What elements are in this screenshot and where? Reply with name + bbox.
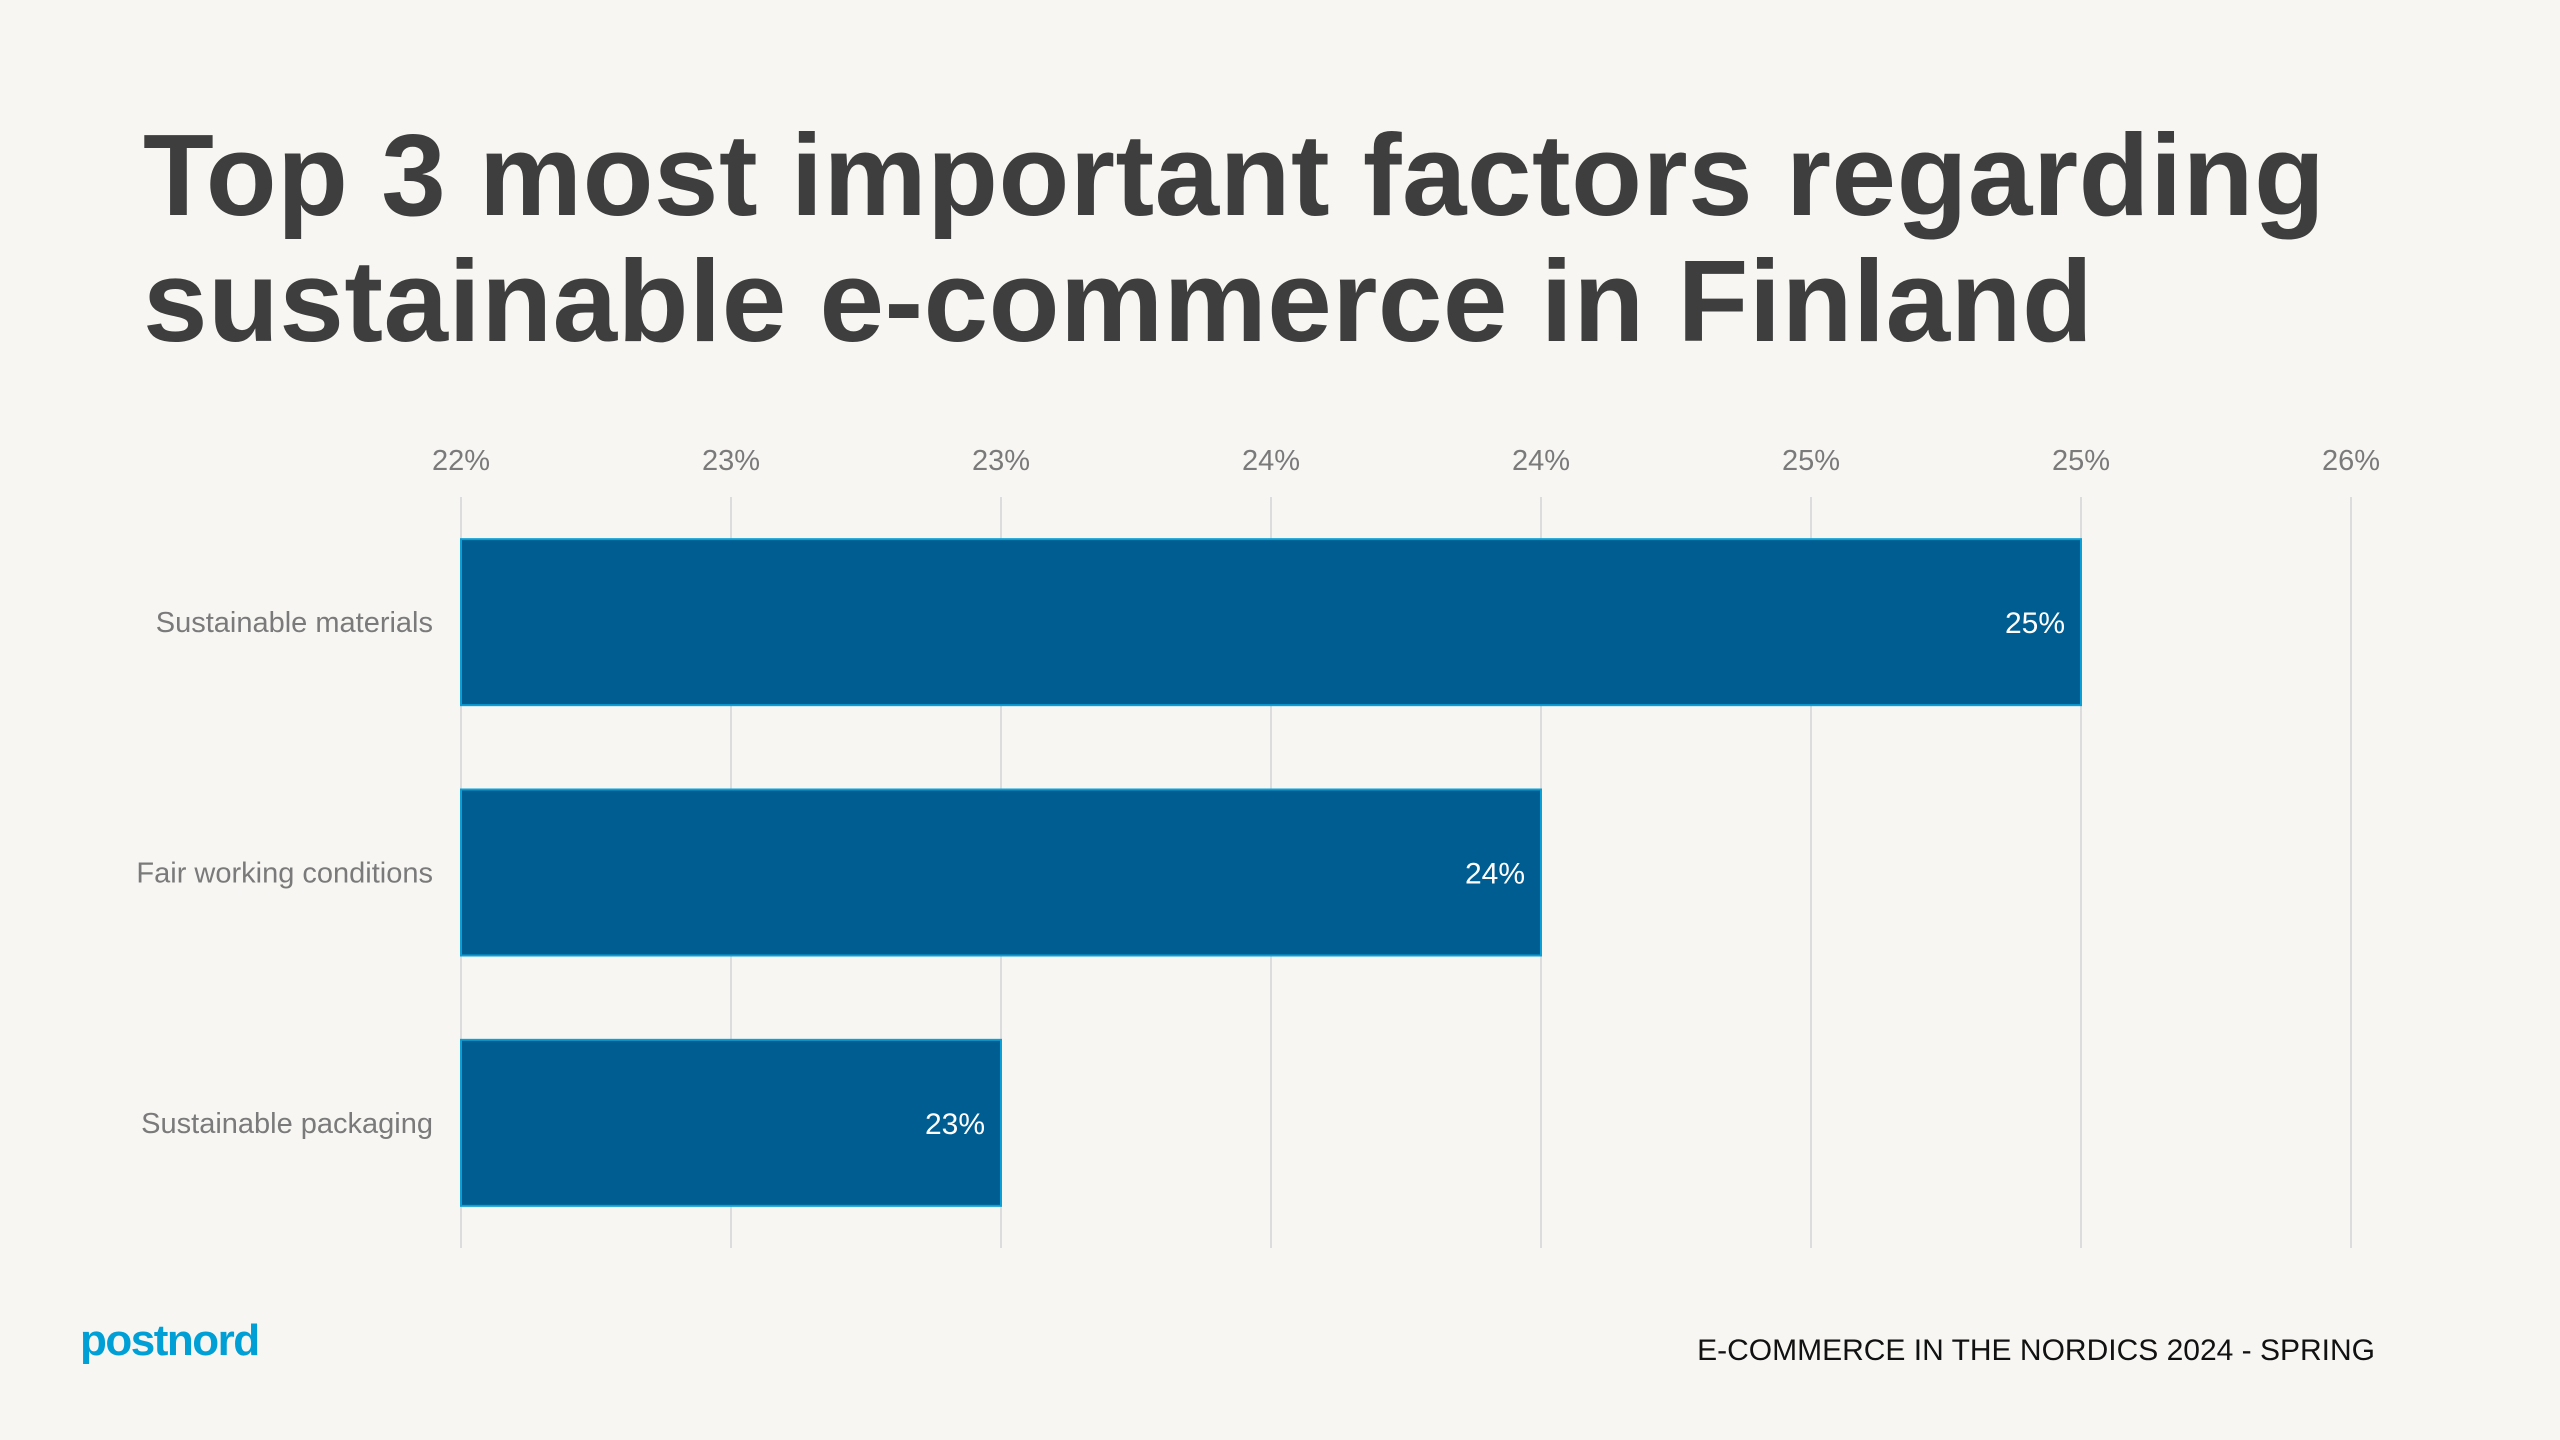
chart-title: Top 3 most important factors regarding s… bbox=[143, 110, 2326, 366]
x-tick-label: 25% bbox=[1782, 445, 1840, 477]
footer-text: E-COMMERCE IN THE NORDICS 2024 - SPRING bbox=[1697, 1334, 2375, 1367]
x-tick-label: 22% bbox=[432, 445, 490, 477]
x-tick-label: 23% bbox=[972, 445, 1030, 477]
x-tick-label: 24% bbox=[1512, 445, 1570, 477]
x-tick-label: 25% bbox=[2052, 445, 2110, 477]
x-tick-label: 26% bbox=[2322, 445, 2380, 477]
postnord-logo: postnord bbox=[80, 1316, 260, 1365]
x-tick-label: 23% bbox=[702, 445, 760, 477]
category-label: Sustainable packaging bbox=[141, 1108, 433, 1140]
category-label: Sustainable materials bbox=[156, 607, 433, 639]
x-tick-label: 24% bbox=[1242, 445, 1300, 477]
data-label: 23% bbox=[925, 1108, 985, 1141]
bar bbox=[460, 788, 1542, 957]
bar bbox=[460, 1038, 1002, 1207]
category-label: Fair working conditions bbox=[136, 858, 433, 890]
data-label: 24% bbox=[1465, 858, 1525, 891]
bar bbox=[460, 538, 2082, 707]
data-label: 25% bbox=[2005, 607, 2065, 640]
